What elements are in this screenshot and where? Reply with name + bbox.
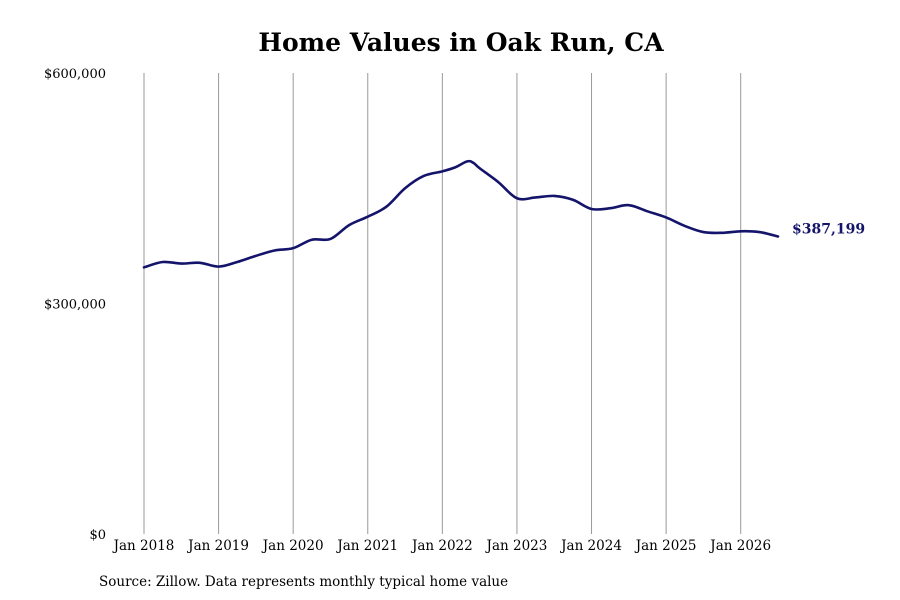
x-tick-label: Jan 2020 [261,538,324,554]
chart-title: Home Values in Oak Run, CA [258,28,664,57]
x-tick-label: Jan 2022 [410,538,473,554]
x-tick-label: Jan 2026 [708,538,771,554]
x-tick-label: Jan 2019 [186,538,249,554]
end-value-label: $387,199 [792,222,865,238]
source-note: Source: Zillow. Data represents monthly … [99,574,508,590]
x-tick-label: Jan 2023 [485,538,548,554]
y-tick-label: $600,000 [44,67,106,82]
x-tick-label: Jan 2018 [112,538,175,554]
x-axis-tick-labels: Jan 2018 Jan 2019 Jan 2020 Jan 2021 Jan 2022… [112,538,772,554]
home-value-series-line [142,159,780,269]
x-tick-label: Jan 2024 [559,538,622,554]
y-tick-label: $300,000 [44,298,106,313]
x-tick-label: Jan 2021 [335,538,398,554]
vertical-gridlines [143,73,742,534]
y-axis-tick-labels: $0 $300,000 $600,000 [44,67,106,543]
y-tick-label: $0 [89,528,106,543]
x-tick-label: Jan 2025 [634,538,697,554]
series-layer [142,159,780,269]
